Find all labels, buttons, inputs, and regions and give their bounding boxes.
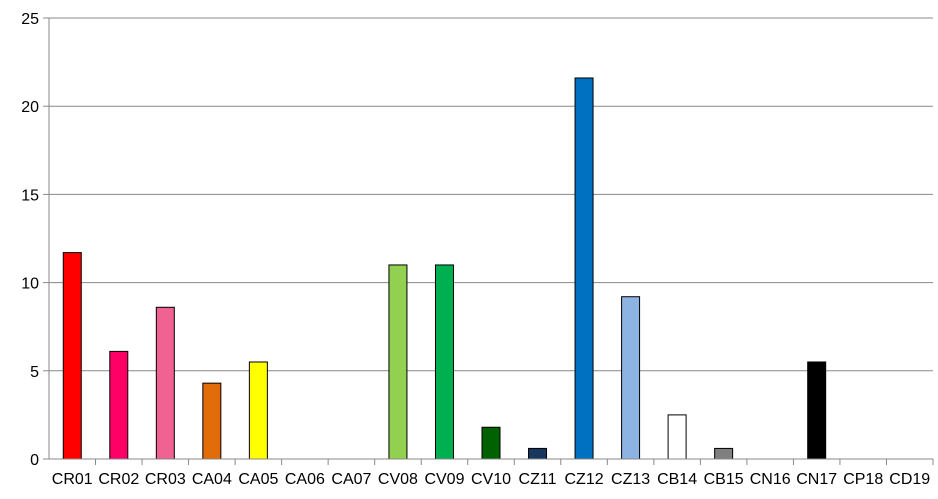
x-tick-label: CB14 xyxy=(657,471,697,488)
y-tick-label: 10 xyxy=(21,276,39,293)
bar-cz13 xyxy=(621,296,641,460)
x-tick-label: CA04 xyxy=(192,471,232,488)
x-tick-label: CN16 xyxy=(750,471,791,488)
bar-cv09 xyxy=(434,264,454,460)
y-tick-label: 0 xyxy=(30,452,39,469)
bar-cr02 xyxy=(109,350,129,460)
x-tick-label: CZ13 xyxy=(611,471,650,488)
x-tick-label: CR02 xyxy=(98,471,139,488)
x-tick-label: CP18 xyxy=(843,471,883,488)
bar-cr03 xyxy=(155,306,175,460)
bar-cb14 xyxy=(667,414,687,460)
gridlines xyxy=(43,17,933,460)
x-tick-label: CR03 xyxy=(145,471,186,488)
x-tick-label: CA06 xyxy=(285,471,325,488)
x-tick-label: CR01 xyxy=(52,471,93,488)
x-tick-label: CA05 xyxy=(238,471,278,488)
bar-ca04 xyxy=(202,382,222,460)
bar-cb15 xyxy=(714,447,734,460)
x-tick-label: CV08 xyxy=(378,471,418,488)
x-tick-label: CZ11 xyxy=(519,471,557,488)
y-tick-label: 15 xyxy=(21,187,39,204)
bar-cn17 xyxy=(807,361,827,460)
x-tick-label: CB15 xyxy=(704,471,744,488)
y-axis-ticks: 0 5 10 15 20 25 xyxy=(21,11,39,469)
x-tick-label: CV09 xyxy=(424,471,464,488)
y-tick-label: 20 xyxy=(21,99,39,116)
bar-cv08 xyxy=(388,264,408,460)
bar-cz11 xyxy=(528,447,548,460)
x-tick-label: CZ12 xyxy=(564,471,603,488)
bars xyxy=(62,77,827,460)
x-tick-label: CN17 xyxy=(796,471,837,488)
bar-cr01 xyxy=(62,252,82,460)
x-axis-ticks: CR01 CR02 CR03 CA04 CA05 CA06 CA07 CV08 CV09 CV10… xyxy=(52,471,930,488)
y-tick-label: 25 xyxy=(21,11,39,28)
bar-ca05 xyxy=(248,361,268,460)
bar-cv10 xyxy=(481,426,501,460)
x-tick-label: CD19 xyxy=(889,471,930,488)
y-tick-label: 5 xyxy=(30,364,39,381)
x-tick-label: CA07 xyxy=(331,471,371,488)
x-axis xyxy=(43,458,934,465)
x-tick-label: CV10 xyxy=(471,471,511,488)
bar-cz12 xyxy=(574,77,594,460)
